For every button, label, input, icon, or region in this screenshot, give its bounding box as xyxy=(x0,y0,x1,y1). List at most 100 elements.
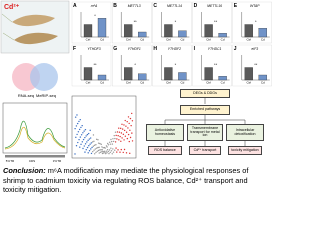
bar xyxy=(178,72,187,81)
volcano-point xyxy=(116,131,119,133)
volcano-point xyxy=(101,149,104,151)
significance: ** xyxy=(93,62,97,67)
panel-gene: METTL14 xyxy=(167,4,182,8)
volcano-point xyxy=(123,124,125,126)
volcano-point xyxy=(90,142,93,144)
volcano-point xyxy=(104,147,106,149)
volcano-point xyxy=(75,125,78,127)
volcano-point xyxy=(113,134,115,137)
volcano-point xyxy=(94,148,97,150)
x-tick-label: Ctrl xyxy=(126,38,131,42)
volcano-point xyxy=(78,120,80,123)
volcano-point xyxy=(108,141,111,143)
volcano-point xyxy=(99,142,101,145)
bar xyxy=(164,24,173,38)
volcano-point xyxy=(80,143,82,146)
volcano-point xyxy=(92,134,95,136)
volcano-point xyxy=(111,143,114,145)
volcano-point xyxy=(97,142,100,144)
panel-letter: J xyxy=(234,46,237,52)
bar xyxy=(124,67,133,81)
volcano-point xyxy=(121,123,123,125)
volcano-point xyxy=(100,143,102,146)
flow-box: ROS balance xyxy=(148,146,182,155)
panel-letter: H xyxy=(153,46,157,52)
volcano-point xyxy=(107,144,110,146)
bar xyxy=(178,30,187,38)
volcano-point xyxy=(119,135,121,138)
x-tick-label: Ctrl xyxy=(246,81,251,85)
plot-frame xyxy=(2,102,68,154)
region-bar xyxy=(5,155,65,158)
volcano-point xyxy=(81,141,84,143)
volcano-point xyxy=(88,138,91,140)
volcano-point xyxy=(126,137,129,140)
bar xyxy=(258,28,267,38)
volcano-point xyxy=(106,146,108,148)
volcano-point xyxy=(124,135,127,137)
volcano-point xyxy=(127,116,130,118)
volcano-point xyxy=(112,148,114,150)
panel-letter: B xyxy=(113,3,117,9)
volcano-point xyxy=(130,124,132,127)
metagene-line xyxy=(4,120,66,149)
panel-gene: eIF3 xyxy=(251,47,258,51)
volcano-point xyxy=(110,150,113,152)
volcano-point xyxy=(88,150,91,152)
volcano-point xyxy=(126,121,128,123)
significance: * xyxy=(134,62,136,67)
volcano-point xyxy=(79,146,81,148)
flow-box: toxicity mitigation xyxy=(228,146,262,155)
x-tick-label: Cd xyxy=(221,81,225,85)
volcano-point xyxy=(75,136,77,139)
volcano-point xyxy=(112,138,114,140)
venn-circle xyxy=(30,63,58,91)
volcano-point xyxy=(80,126,82,129)
volcano-point xyxy=(107,142,109,145)
volcano-point xyxy=(76,122,79,125)
volcano-point xyxy=(124,119,126,122)
panel-gene: METTL3 xyxy=(128,4,141,8)
volcano-point xyxy=(94,153,96,155)
volcano-point xyxy=(127,127,129,129)
volcano-point xyxy=(128,122,130,125)
metagene-line xyxy=(4,126,66,150)
significance: * xyxy=(255,19,257,24)
volcano-point xyxy=(85,135,87,137)
volcano-point xyxy=(84,151,86,153)
volcano-point xyxy=(92,150,94,153)
venn-label: RNA-seq xyxy=(18,93,34,98)
significance: * xyxy=(175,19,177,24)
panel-letter: F xyxy=(73,46,76,52)
volcano-point xyxy=(106,151,108,154)
volcano-point xyxy=(101,151,103,153)
volcano-point xyxy=(123,139,125,141)
flow-arrows xyxy=(164,98,246,146)
bar xyxy=(83,24,93,38)
venn-label: MeRIP-seq xyxy=(36,93,56,98)
flow-box: Cd²⁺ transport xyxy=(189,146,221,155)
volcano-point xyxy=(114,131,117,133)
volcano-point xyxy=(131,132,133,134)
volcano-point xyxy=(86,133,89,136)
volcano-point xyxy=(99,149,101,151)
x-tick-label: Ctrl xyxy=(126,81,131,85)
x-tick-label: Ctrl xyxy=(246,38,251,42)
significance: ** xyxy=(134,19,138,24)
volcano-point xyxy=(84,143,87,145)
volcano-point xyxy=(83,130,85,132)
volcano-point xyxy=(119,151,121,153)
volcano-point xyxy=(90,148,92,150)
shrimp-panel xyxy=(0,0,70,54)
conclusion-label: Conclusion: xyxy=(3,166,46,175)
volcano-point xyxy=(122,151,124,154)
volcano-point xyxy=(129,129,131,131)
volcano-point xyxy=(98,152,100,154)
x-tick-label: Cd xyxy=(140,38,144,42)
volcano-point xyxy=(109,151,111,154)
volcano-point xyxy=(87,132,90,135)
significance: * xyxy=(94,13,96,18)
volcano-point xyxy=(116,138,118,140)
bar xyxy=(204,24,213,38)
figure: Cd²⁺ RNA-seq MeRIP-seq 5'UTR CDS 3'UTR A… xyxy=(0,0,272,163)
